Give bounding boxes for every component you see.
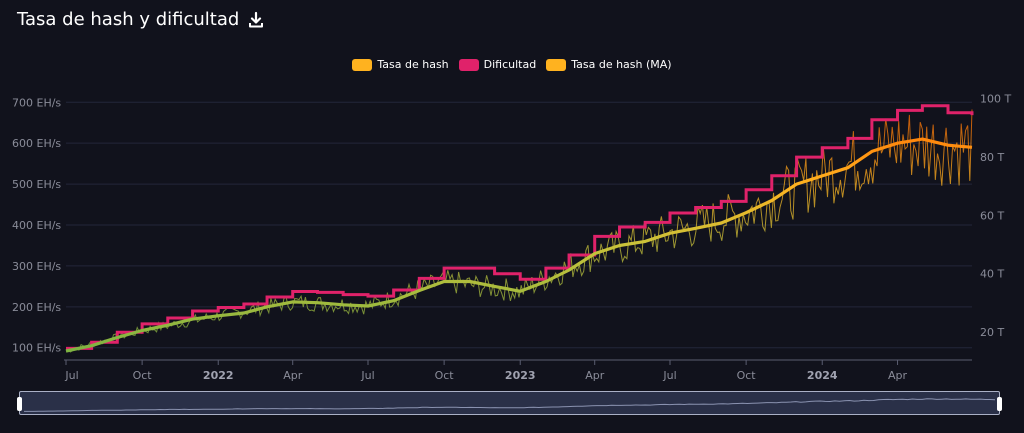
legend-swatch-difficulty <box>458 58 479 71</box>
y-left-tick-label: 500 EH/s <box>12 178 61 191</box>
x-tick-label: Jul <box>662 369 676 382</box>
range-navigator[interactable] <box>17 391 1002 415</box>
legend-swatch-hashrate-ma <box>546 58 567 71</box>
legend-item-hashrate[interactable]: Tasa de hash <box>352 58 449 71</box>
x-tick-label: Apr <box>585 369 605 382</box>
y-left-tick-label: 700 EH/s <box>12 96 61 109</box>
y-left-tick-label: 200 EH/s <box>12 301 61 314</box>
y-right-tick-label: 60 T <box>980 209 1004 222</box>
x-tick-label: Oct <box>737 369 757 382</box>
legend-label-difficulty: Dificultad <box>483 58 537 71</box>
legend-item-difficulty[interactable]: Dificultad <box>458 58 537 71</box>
chart-legend: Tasa de hash Dificultad Tasa de hash (MA… <box>0 58 1024 71</box>
hashrate-ma-series-line <box>65 137 973 353</box>
navigator-handle-right[interactable] <box>997 397 1002 411</box>
navigator-handle-left[interactable] <box>17 397 22 411</box>
y-left-tick-label: 100 EH/s <box>12 342 61 355</box>
x-tick-label: Jul <box>360 369 374 382</box>
y-right-tick-label: 20 T <box>980 326 1004 339</box>
x-tick-label: 2024 <box>807 369 838 382</box>
legend-label-hashrate-ma: Tasa de hash (MA) <box>571 58 672 71</box>
x-tick-label: 2023 <box>505 369 536 382</box>
y-right-tick-label: 100 T <box>980 93 1011 106</box>
chart-header: Tasa de hash y dificultad <box>17 9 265 30</box>
chart-title: Tasa de hash y dificultad <box>17 9 240 30</box>
navigator-series <box>24 398 996 412</box>
legend-swatch-hashrate <box>352 58 373 71</box>
x-tick-label: Jul <box>64 369 78 382</box>
y-left-tick-label: 300 EH/s <box>12 260 61 273</box>
y-right-tick-label: 80 T <box>980 151 1004 164</box>
hashrate-series-line <box>65 109 973 353</box>
y-right-tick-label: 40 T <box>980 268 1004 281</box>
x-tick-label: 2022 <box>203 369 234 382</box>
x-tick-label: Apr <box>888 369 908 382</box>
legend-item-hashrate-ma[interactable]: Tasa de hash (MA) <box>546 58 672 71</box>
axes: 100 EH/s 200 EH/s 300 EH/s 400 EH/s 500 EH/s… <box>12 93 1011 382</box>
x-tick-label: Oct <box>435 369 455 382</box>
y-left-tick-label: 600 EH/s <box>12 137 61 150</box>
navigator-line <box>24 398 996 412</box>
x-tick-label: Apr <box>283 369 303 382</box>
x-tick-label: Oct <box>133 369 153 382</box>
grid-lines <box>66 101 972 349</box>
y-left-tick-label: 400 EH/s <box>12 219 61 232</box>
legend-label-hashrate: Tasa de hash <box>377 58 449 71</box>
download-icon[interactable] <box>247 11 265 29</box>
difficulty-series-line <box>66 104 974 350</box>
series <box>65 104 974 353</box>
